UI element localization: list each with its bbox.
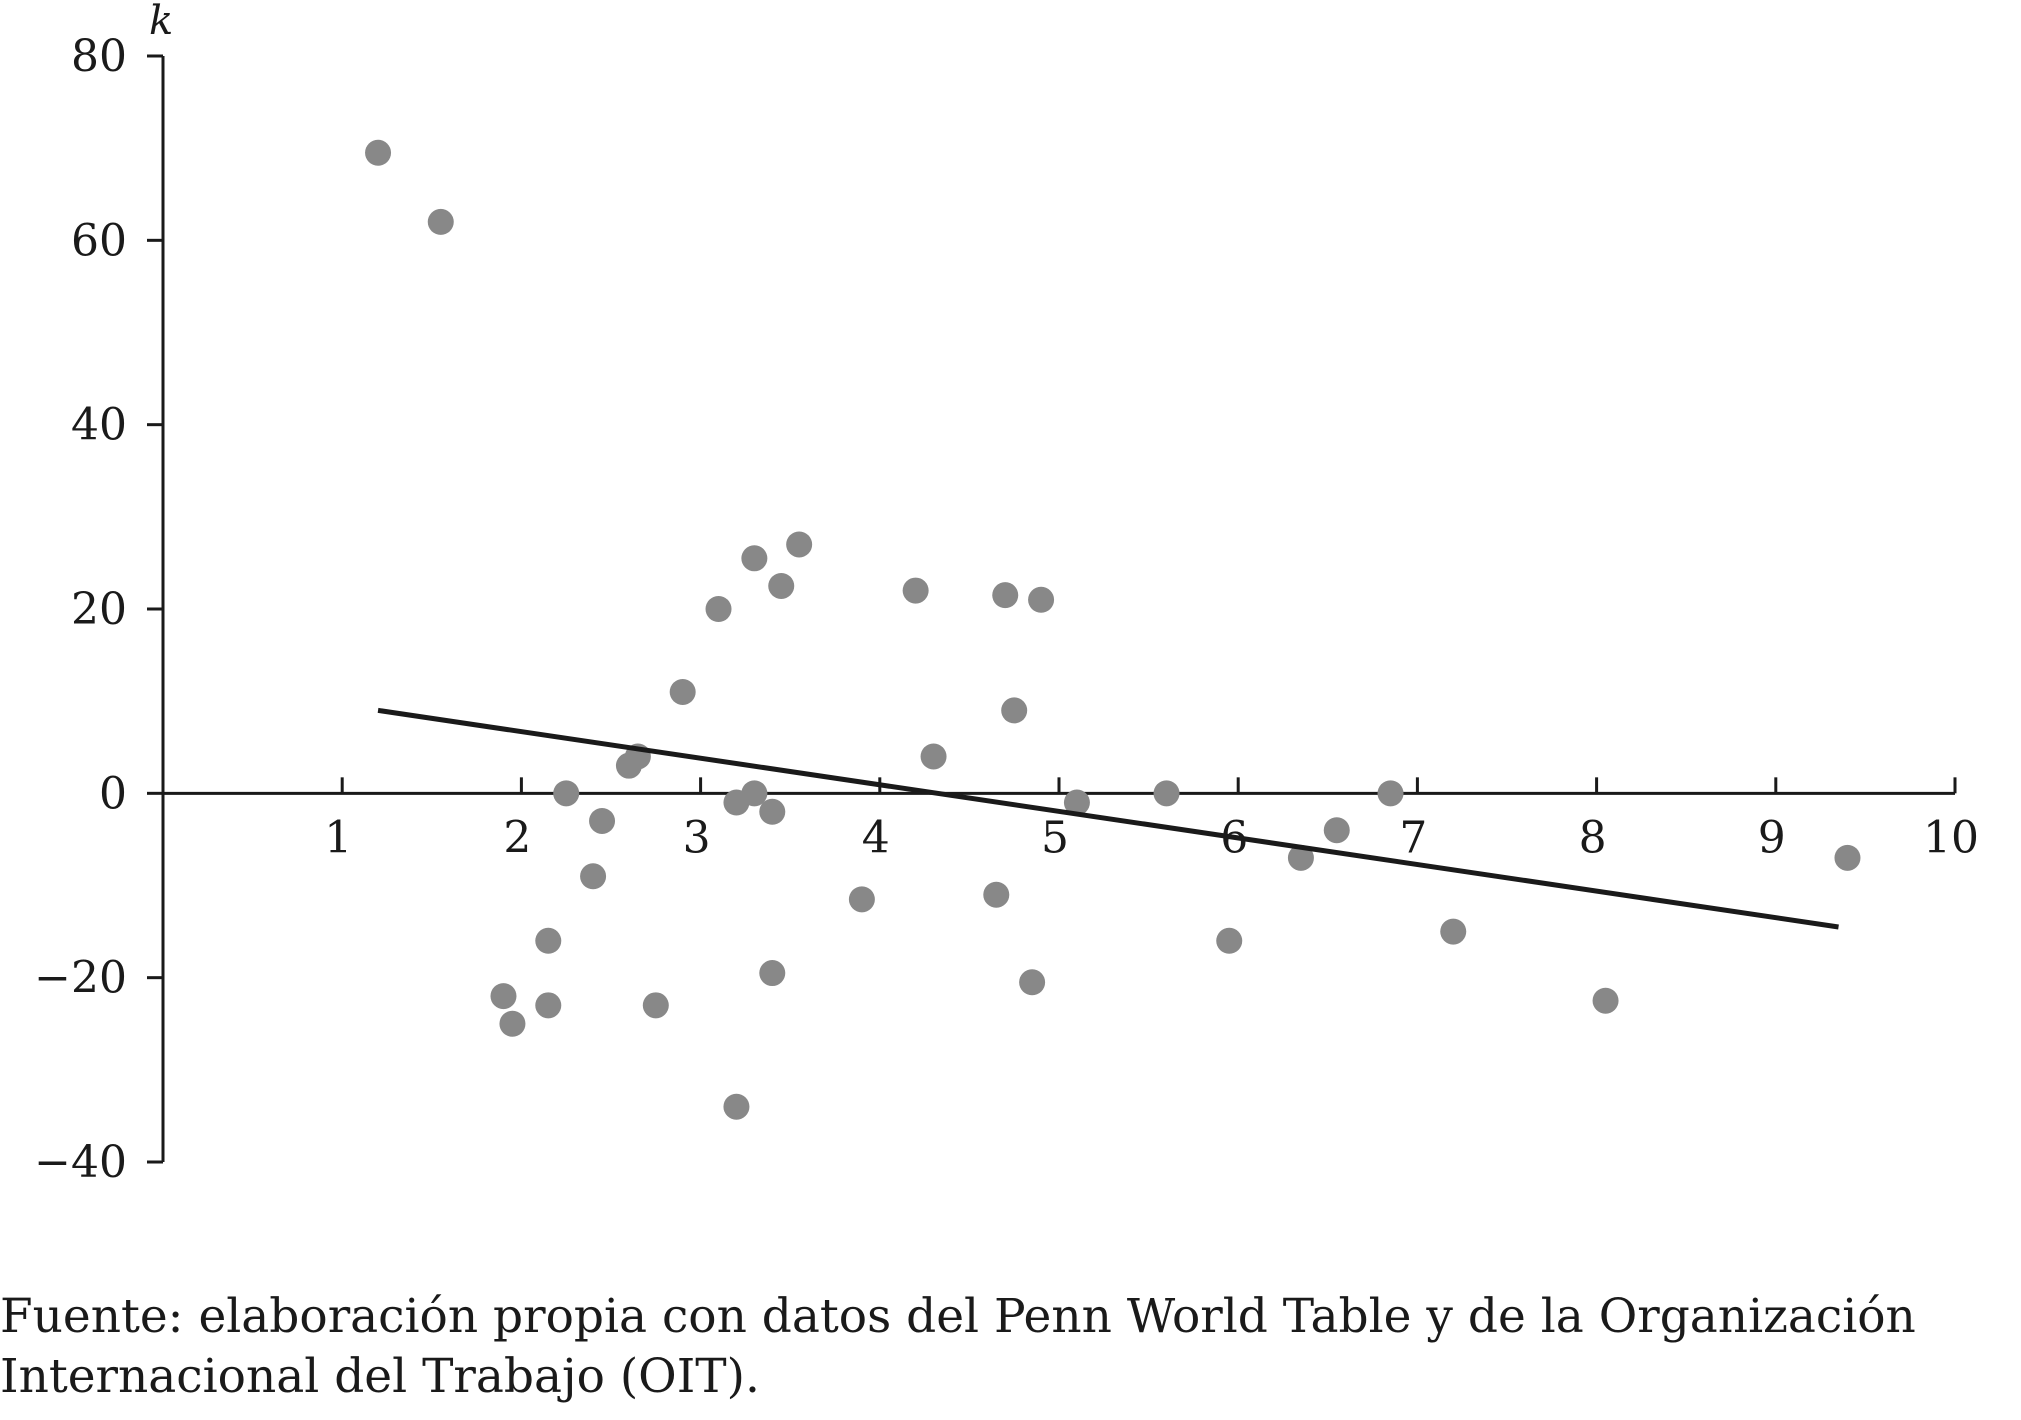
data-point — [365, 139, 392, 166]
trend-line — [377, 707, 1839, 930]
data-point — [499, 1010, 526, 1037]
data-point — [1153, 780, 1180, 807]
data-point — [1834, 844, 1861, 871]
source-line-2: Internacional del Trabajo (OIT). — [0, 1349, 760, 1404]
trend-line-group — [377, 707, 1839, 930]
data-point — [1216, 927, 1243, 954]
data-point — [768, 572, 795, 599]
y-tick-label: 0 — [99, 768, 127, 819]
data-point — [1028, 586, 1055, 613]
data-point — [553, 780, 580, 807]
x-tick-label: 7 — [1399, 812, 1427, 863]
data-point — [1001, 697, 1028, 724]
y-tick-label: 80 — [71, 31, 127, 82]
data-points — [365, 139, 1861, 1120]
data-point — [786, 531, 813, 558]
y-axis-label: k — [149, 0, 173, 44]
data-point — [580, 863, 607, 890]
x-tick-label: 2 — [503, 812, 531, 863]
data-point — [642, 992, 669, 1019]
data-point — [427, 208, 454, 235]
y-tick-label: 60 — [71, 215, 127, 266]
x-tick-label: 10 — [1923, 812, 1979, 863]
data-point — [741, 545, 768, 572]
data-point — [589, 807, 616, 834]
y-ticks: 80 60 40 20 0 −20 −40 — [34, 31, 163, 1188]
x-tick-label: 9 — [1758, 812, 1786, 863]
data-point — [1440, 918, 1467, 945]
data-point — [992, 582, 1019, 609]
x-tick-label: 5 — [1041, 812, 1069, 863]
data-point — [535, 992, 562, 1019]
axes: k — [149, 0, 1955, 1162]
data-point — [759, 960, 786, 987]
y-tick-label: −20 — [34, 953, 127, 1004]
data-point — [920, 743, 947, 770]
data-point — [705, 596, 732, 622]
source-note: Fuente: elaboración propia con datos del… — [0, 1287, 2021, 1407]
data-point — [741, 780, 768, 807]
data-point — [1323, 817, 1350, 844]
y-tick-label: 20 — [71, 584, 127, 635]
data-point — [1287, 844, 1314, 871]
y-tick-label: 40 — [71, 400, 127, 451]
data-point — [1063, 789, 1090, 816]
data-point — [983, 881, 1010, 908]
data-point — [669, 678, 696, 705]
x-tick-label: 8 — [1579, 812, 1607, 863]
data-point — [490, 983, 517, 1010]
data-point — [848, 886, 875, 913]
x-tick-label: 4 — [862, 812, 890, 863]
x-tick-label: 1 — [324, 812, 352, 863]
data-point — [1592, 987, 1619, 1014]
x-tick-label: 3 — [683, 812, 711, 863]
data-point — [759, 798, 786, 825]
y-tick-label: −40 — [34, 1137, 127, 1188]
data-point — [723, 1093, 750, 1120]
data-point — [535, 927, 562, 954]
data-point — [902, 577, 929, 604]
source-line-1: Fuente: elaboración propia con datos del… — [0, 1289, 1916, 1344]
data-point — [1377, 780, 1404, 807]
data-point — [1019, 969, 1046, 996]
